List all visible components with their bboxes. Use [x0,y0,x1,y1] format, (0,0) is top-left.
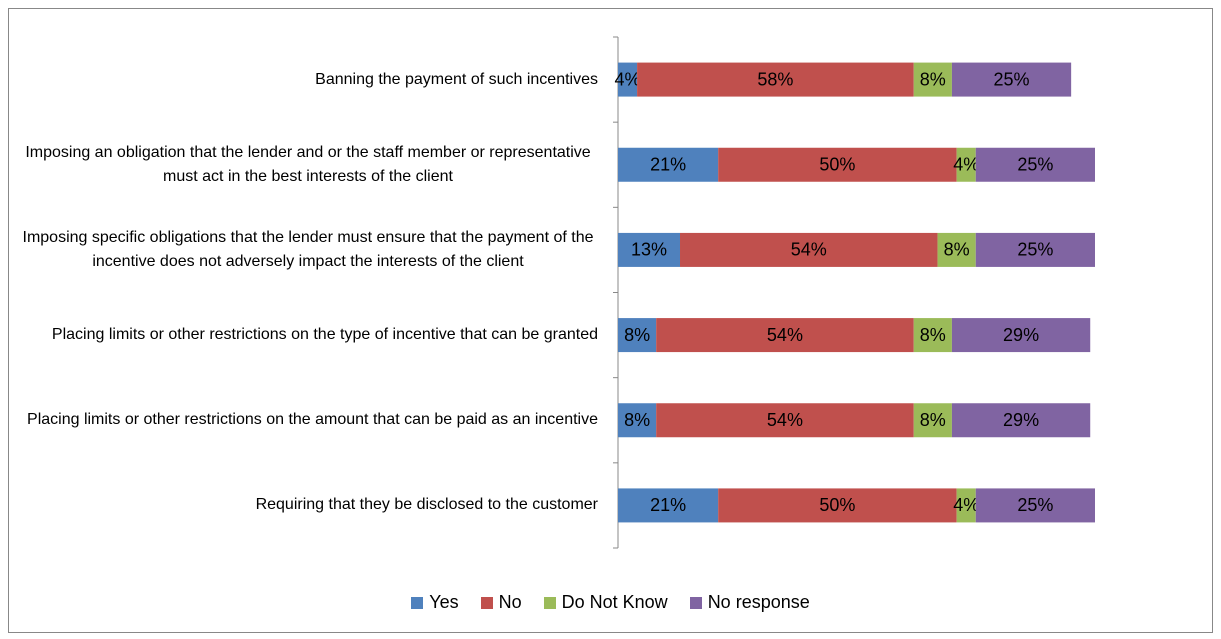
value-label: 25% [1017,240,1053,260]
bar-segment [951,318,1091,353]
value-label: 4% [615,69,641,89]
value-label: 4% [953,155,979,175]
category-label: Placing limits or other restrictions on … [18,380,598,460]
category-label: Placing limits or other restrictions on … [18,295,598,375]
bar-segment [618,232,681,267]
value-label: 8% [920,69,946,89]
value-label: 29% [1003,325,1039,345]
legend: Yes No Do Not Know No response [0,592,1221,613]
value-label: 54% [791,240,827,260]
bar-segment [656,403,914,438]
legend-item: No response [689,592,810,613]
value-label: 58% [757,69,793,89]
bar-segment [975,232,1095,267]
bar-segment [956,488,976,523]
value-label: 50% [819,495,855,515]
bar-segment [718,488,957,523]
value-label: 8% [920,325,946,345]
legend-label: Do Not Know [561,592,668,612]
value-label: 4% [953,495,979,515]
legend-item: No [480,592,522,613]
value-label: 13% [631,240,667,260]
legend-swatch [480,596,493,609]
category-text: Imposing specific obligations that the l… [22,228,594,270]
bar-segment [975,147,1095,182]
bar-segment [913,318,952,353]
legend-swatch [689,596,702,609]
bar-segment [618,62,638,97]
bar-segment [951,62,1072,97]
category-text: Placing limits or other restrictions on … [27,411,598,429]
bar-segment [618,403,657,438]
legend-item: Do Not Know [543,592,668,613]
category-label: Imposing specific obligations that the l… [18,210,598,290]
category-text: Banning the payment of such incentives [315,70,598,88]
bar-segment [956,147,976,182]
legend-swatch [543,596,556,609]
category-text: Requiring that they be disclosed to the … [255,496,598,514]
bar-segment [618,147,719,182]
value-label: 21% [650,155,686,175]
bar-segment [637,62,914,97]
bar-segment [951,403,1091,438]
value-label: 29% [1003,410,1039,430]
legend-label: No [498,592,522,612]
category-label: Banning the payment of such incentives [18,40,598,120]
legend-label: Yes [429,592,459,612]
value-label: 8% [624,325,650,345]
value-label: 25% [1017,495,1053,515]
value-label: 54% [767,410,803,430]
value-label: 21% [650,495,686,515]
value-label: 25% [1017,155,1053,175]
bar-segment [913,62,952,97]
value-label: 25% [994,69,1030,89]
category-label: Requiring that they be disclosed to the … [18,465,598,545]
bar-segment [937,232,976,267]
bar-segment [975,488,1095,523]
bar-segment [680,232,938,267]
bar-segment [618,488,719,523]
value-label: 8% [944,240,970,260]
legend-label: No response [707,592,810,612]
value-label: 8% [624,410,650,430]
bar-segment [913,403,952,438]
bar-segment [656,318,914,353]
category-text: Imposing an obligation that the lender a… [25,143,591,185]
chart-border [8,8,1213,633]
category-label: Imposing an obligation that the lender a… [18,125,598,205]
value-label: 50% [819,155,855,175]
legend-swatch [411,596,424,609]
value-label: 8% [920,410,946,430]
legend-item: Yes [411,592,459,613]
value-label: 54% [767,325,803,345]
category-text: Placing limits or other restrictions on … [51,326,598,344]
bar-segment [718,147,957,182]
bar-segment [618,318,657,353]
